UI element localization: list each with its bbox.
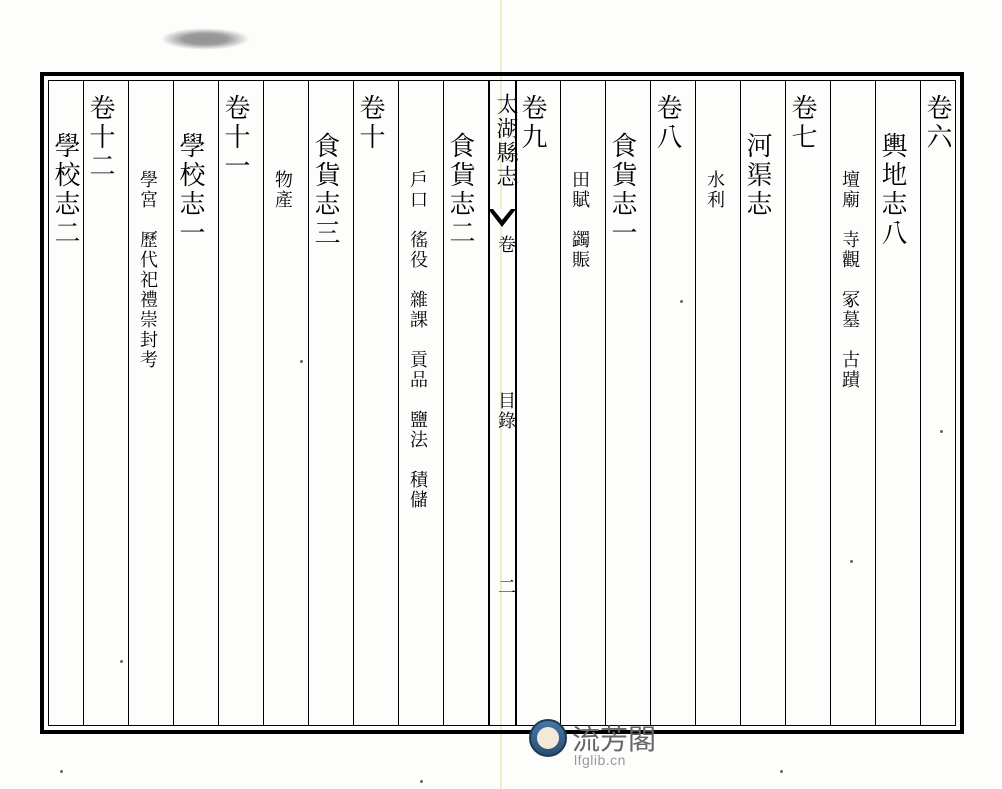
- column-heading: 河渠志: [741, 132, 778, 219]
- column-subentries: 田賦 蠲賑: [568, 170, 594, 270]
- column-rule: [398, 81, 399, 725]
- watermark-badge-icon: [529, 719, 567, 757]
- column-subentries: 壇廟 寺觀 冢墓 古蹟: [838, 170, 864, 390]
- column-rule: [128, 81, 129, 725]
- column-rule: [263, 81, 264, 725]
- spine-folio: 二: [494, 577, 520, 597]
- fishtail-notch: [493, 209, 511, 220]
- column-heading: 輿地志八: [876, 132, 913, 248]
- spine-label: 目錄: [494, 391, 520, 431]
- column-subentries: 物產: [271, 170, 297, 210]
- scanner-smudge: [160, 28, 250, 50]
- watermark-url: lfglib.cn: [574, 752, 626, 768]
- column-rule: [650, 81, 651, 725]
- dust-speck: [680, 300, 683, 303]
- dust-speck: [120, 660, 123, 663]
- dust-speck: [60, 770, 63, 773]
- column-heading: 食貨志一: [606, 132, 643, 248]
- column-heading: 學校志一: [174, 132, 211, 248]
- column-rule: [785, 81, 786, 725]
- column-heading: 卷九: [516, 94, 553, 152]
- column-heading: 卷六: [921, 94, 958, 152]
- dust-speck: [420, 780, 423, 783]
- column-subentries: 水利: [703, 170, 729, 210]
- column-heading: 卷七: [786, 94, 823, 152]
- column-rule: [830, 81, 831, 725]
- column-heading: 學校志二: [49, 132, 86, 248]
- column-heading: 卷八: [651, 94, 688, 152]
- column-heading: 卷十二: [84, 94, 121, 181]
- spine-rule-left: [488, 81, 490, 725]
- dust-speck: [300, 360, 303, 363]
- column-rule: [695, 81, 696, 725]
- column-heading: 卷十一: [219, 94, 256, 181]
- column-heading: 食貨志二: [444, 132, 481, 248]
- column-heading: 食貨志三: [309, 132, 346, 248]
- dust-speck: [850, 560, 853, 563]
- column-subentries: 學宮 歷代祀禮崇封考: [136, 170, 162, 370]
- column-rule: [560, 81, 561, 725]
- column-heading: 卷十: [354, 94, 391, 152]
- column-rule: [353, 81, 354, 725]
- scanned-book-page: 太湖縣志 卷 目錄 二 流芳閣 lfglib.cn 卷六輿地志八壇廟 寺觀 冢墓…: [0, 0, 1002, 789]
- column-rule: [920, 81, 921, 725]
- column-subentries: 戶口 徭役 雜課 貢品 鹽法 積儲: [406, 170, 432, 510]
- dust-speck: [780, 770, 783, 773]
- dust-speck: [940, 430, 943, 433]
- spine-section: 卷: [494, 235, 520, 255]
